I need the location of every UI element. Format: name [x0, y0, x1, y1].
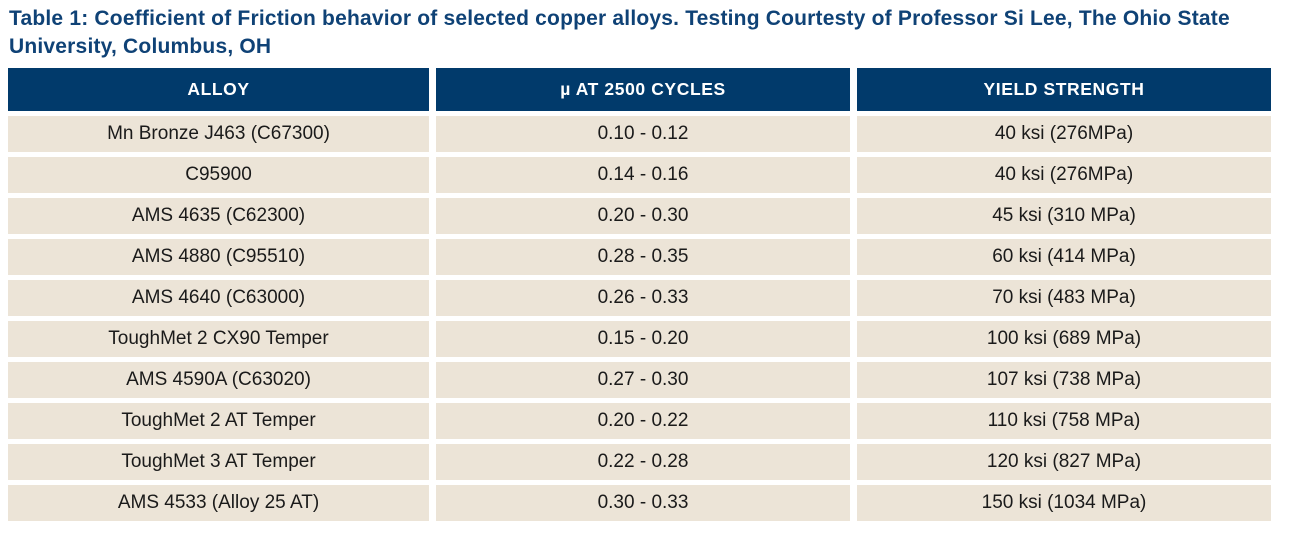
cell-yield: 110 ksi (758 MPa): [857, 403, 1271, 439]
cell-mu: 0.27 - 0.30: [436, 362, 850, 398]
table-row: AMS 4880 (C95510) 0.28 - 0.35 60 ksi (41…: [8, 239, 1271, 275]
cell-alloy: ToughMet 2 AT Temper: [8, 403, 429, 439]
cell-alloy: C95900: [8, 157, 429, 193]
table-row: ToughMet 2 CX90 Temper 0.15 - 0.20 100 k…: [8, 321, 1271, 357]
table-caption: Table 1: Coefficient of Friction behavio…: [9, 7, 1230, 58]
friction-table: ALLOY µ AT 2500 CYCLES YIELD STRENGTH Mn…: [1, 63, 1278, 526]
cell-mu: 0.26 - 0.33: [436, 280, 850, 316]
table-row: AMS 4533 (Alloy 25 AT) 0.30 - 0.33 150 k…: [8, 485, 1271, 521]
table-row: AMS 4640 (C63000) 0.26 - 0.33 70 ksi (48…: [8, 280, 1271, 316]
column-header-mu-2500-cycles: µ AT 2500 CYCLES: [436, 68, 850, 111]
cell-mu: 0.10 - 0.12: [436, 116, 850, 152]
cell-alloy: ToughMet 3 AT Temper: [8, 444, 429, 480]
cell-mu: 0.15 - 0.20: [436, 321, 850, 357]
cell-alloy: AMS 4590A (C63020): [8, 362, 429, 398]
cell-yield: 107 ksi (738 MPa): [857, 362, 1271, 398]
cell-yield: 40 ksi (276MPa): [857, 157, 1271, 193]
cell-yield: 40 ksi (276MPa): [857, 116, 1271, 152]
table-row: ToughMet 3 AT Temper 0.22 - 0.28 120 ksi…: [8, 444, 1271, 480]
cell-yield: 150 ksi (1034 MPa): [857, 485, 1271, 521]
cell-yield: 70 ksi (483 MPa): [857, 280, 1271, 316]
table-row: C95900 0.14 - 0.16 40 ksi (276MPa): [8, 157, 1271, 193]
cell-alloy: ToughMet 2 CX90 Temper: [8, 321, 429, 357]
cell-mu: 0.30 - 0.33: [436, 485, 850, 521]
cell-mu: 0.20 - 0.30: [436, 198, 850, 234]
cell-mu: 0.14 - 0.16: [436, 157, 850, 193]
cell-mu: 0.22 - 0.28: [436, 444, 850, 480]
cell-alloy: AMS 4880 (C95510): [8, 239, 429, 275]
cell-alloy: AMS 4635 (C62300): [8, 198, 429, 234]
header-row: ALLOY µ AT 2500 CYCLES YIELD STRENGTH: [8, 68, 1271, 111]
column-header-yield-strength: YIELD STRENGTH: [857, 68, 1271, 111]
cell-yield: 60 ksi (414 MPa): [857, 239, 1271, 275]
table-row: AMS 4635 (C62300) 0.20 - 0.30 45 ksi (31…: [8, 198, 1271, 234]
cell-yield: 45 ksi (310 MPa): [857, 198, 1271, 234]
cell-yield: 100 ksi (689 MPa): [857, 321, 1271, 357]
cell-alloy: AMS 4533 (Alloy 25 AT): [8, 485, 429, 521]
table-row: AMS 4590A (C63020) 0.27 - 0.30 107 ksi (…: [8, 362, 1271, 398]
cell-mu: 0.28 - 0.35: [436, 239, 850, 275]
cell-alloy: AMS 4640 (C63000): [8, 280, 429, 316]
column-header-alloy: ALLOY: [8, 68, 429, 111]
table-row: ToughMet 2 AT Temper 0.20 - 0.22 110 ksi…: [8, 403, 1271, 439]
cell-mu: 0.20 - 0.22: [436, 403, 850, 439]
cell-yield: 120 ksi (827 MPa): [857, 444, 1271, 480]
cell-alloy: Mn Bronze J463 (C67300): [8, 116, 429, 152]
table-row: Mn Bronze J463 (C67300) 0.10 - 0.12 40 k…: [8, 116, 1271, 152]
